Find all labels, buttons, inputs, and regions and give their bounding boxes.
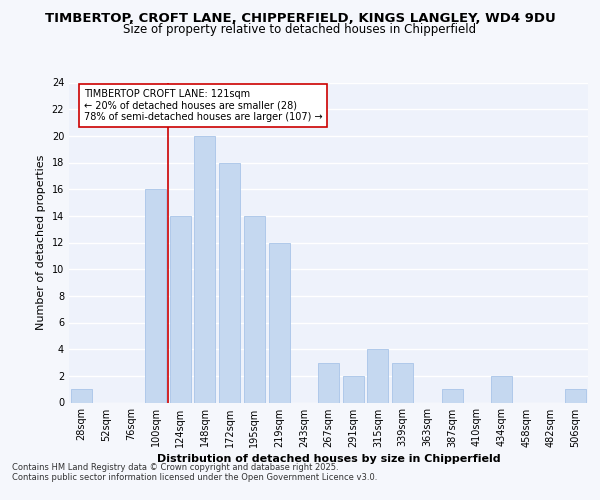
Text: TIMBERTOP CROFT LANE: 121sqm
← 20% of detached houses are smaller (28)
78% of se: TIMBERTOP CROFT LANE: 121sqm ← 20% of de… [84, 89, 322, 122]
Bar [219, 162, 240, 402]
Bar [343, 376, 364, 402]
Bar [392, 362, 413, 403]
Bar [565, 389, 586, 402]
Bar [71, 389, 92, 402]
Bar [269, 242, 290, 402]
Text: TIMBERTOP, CROFT LANE, CHIPPERFIELD, KINGS LANGLEY, WD4 9DU: TIMBERTOP, CROFT LANE, CHIPPERFIELD, KIN… [44, 12, 556, 26]
Text: Contains public sector information licensed under the Open Government Licence v3: Contains public sector information licen… [12, 474, 377, 482]
Bar [170, 216, 191, 402]
X-axis label: Distribution of detached houses by size in Chipperfield: Distribution of detached houses by size … [157, 454, 500, 464]
Bar [145, 189, 166, 402]
Text: Size of property relative to detached houses in Chipperfield: Size of property relative to detached ho… [124, 22, 476, 36]
Bar [194, 136, 215, 402]
Bar [318, 362, 339, 403]
Y-axis label: Number of detached properties: Number of detached properties [36, 155, 46, 330]
Bar [244, 216, 265, 402]
Bar [491, 376, 512, 402]
Text: Contains HM Land Registry data © Crown copyright and database right 2025.: Contains HM Land Registry data © Crown c… [12, 464, 338, 472]
Bar [442, 389, 463, 402]
Bar [367, 349, 388, 403]
